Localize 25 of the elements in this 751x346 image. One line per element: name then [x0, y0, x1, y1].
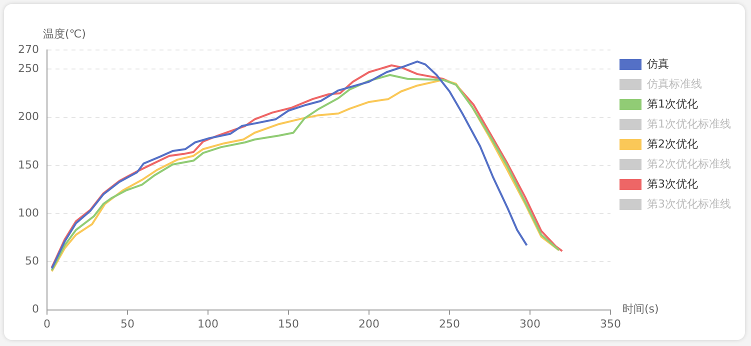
legend-label: 第3次优化: [647, 177, 698, 190]
legend-label: 仿真标准线: [646, 77, 702, 90]
x-tick-label: 50: [120, 317, 134, 330]
y-tick-label: 150: [18, 158, 39, 172]
x-tick-label: 100: [197, 317, 218, 330]
y-tick-label: 200: [18, 110, 39, 124]
legend-label: 第3次优化标准线: [647, 197, 731, 210]
legend-label: 第2次优化: [647, 137, 698, 150]
legend-label: 第2次优化标准线: [647, 157, 731, 170]
x-axis-title: 时间(s): [622, 302, 659, 316]
legend-label: 第1次优化: [647, 97, 698, 110]
x-tick-label: 300: [520, 317, 540, 330]
y-axis-title: 温度(℃): [42, 27, 86, 40]
legend-label: 仿真: [646, 57, 669, 70]
x-tick-label: 150: [278, 317, 299, 330]
y-tick-label: 250: [18, 62, 39, 76]
x-tick-label: 350: [600, 317, 621, 330]
y-tick-label: 0: [32, 302, 39, 316]
x-tick-label: 200: [358, 317, 380, 330]
x-tick-label: 250: [439, 317, 460, 330]
x-tick-label: 0: [43, 317, 50, 330]
y-tick-label: 270: [18, 42, 39, 56]
y-tick-label: 100: [18, 206, 39, 220]
legend-label: 第1次优化标准线: [647, 117, 731, 130]
y-tick-label: 50: [24, 254, 39, 268]
